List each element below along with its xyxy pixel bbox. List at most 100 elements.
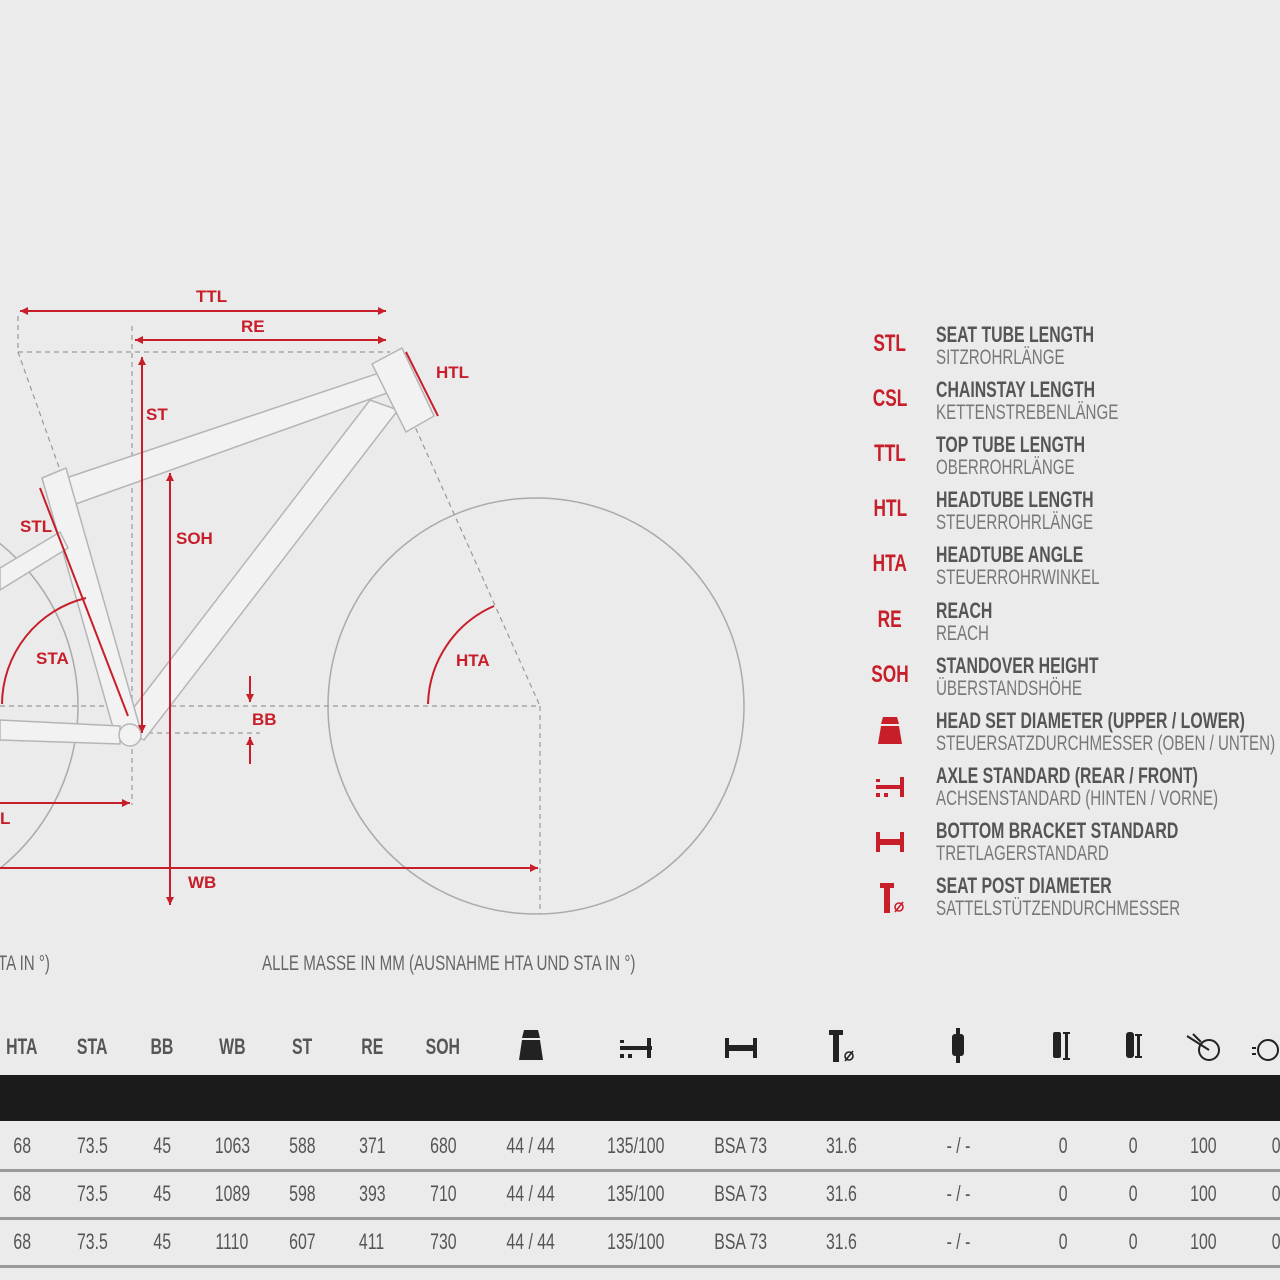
- table-cell: 588: [288, 1133, 316, 1158]
- dimension-lines: [0, 310, 538, 905]
- table-cell: 135/100: [607, 1181, 665, 1206]
- size-header-bar: [0, 1075, 1280, 1121]
- table-cell: 68: [13, 1133, 31, 1158]
- table-cell: 31.6: [825, 1181, 857, 1206]
- table-cell: BSA 73: [714, 1133, 768, 1158]
- table-cell: 44 / 44: [506, 1229, 556, 1254]
- table-cell: 31.6: [825, 1133, 857, 1158]
- seat-tube: [41, 466, 141, 740]
- legend-item-csl: CSL CHAINSTAY LENGTH KETTENSTREBENLÄNGE: [860, 377, 1280, 427]
- col-header-re: RE: [360, 1034, 384, 1059]
- legend-item-hta: HTA HEADTUBE ANGLE STEUERROHRWINKEL: [860, 542, 1280, 592]
- legend-item-headset: HEAD SET DIAMETER (UPPER / LOWER) STEUER…: [860, 708, 1280, 758]
- legend-de: SITZROHRLÄNGE: [936, 346, 1065, 369]
- label-st: ST: [146, 405, 168, 424]
- table-cell: 0: [1058, 1229, 1068, 1254]
- rear-travel-icon: [1126, 1032, 1142, 1058]
- legend-abbr: CSL: [872, 385, 908, 412]
- table-cell: 44 / 44: [506, 1181, 556, 1206]
- table-cell: 45: [153, 1133, 171, 1158]
- label-re: RE: [241, 317, 265, 336]
- table-cell: 0: [1271, 1181, 1280, 1206]
- col-header-bb: BB: [150, 1034, 174, 1059]
- legend-de: KETTENSTREBENLÄNGE: [936, 401, 1119, 424]
- wheel-icon: [1252, 1039, 1279, 1061]
- table-row: 68 73.5 45 1110 607 411 730 44 / 44 135/100 BSA 7…: [0, 1217, 1280, 1268]
- table-cell: 68: [13, 1229, 31, 1254]
- table-cell: 31.6: [825, 1229, 857, 1254]
- label-htl: HTL: [436, 363, 469, 382]
- col-header-hta: HTA: [6, 1034, 38, 1059]
- bottom-bracket-icon: [725, 1038, 757, 1058]
- legend-item-bottom-bracket: BOTTOM BRACKET STANDARD TRETLAGERSTANDAR…: [860, 818, 1280, 868]
- label-hta: HTA: [456, 651, 490, 670]
- legend-en: TOP TUBE LENGTH: [936, 432, 1086, 457]
- table-cell: 73.5: [76, 1133, 108, 1158]
- col-header-wb: WB: [218, 1034, 246, 1059]
- col-header-st: ST: [291, 1034, 313, 1059]
- legend-de: STEUERROHRWINKEL: [936, 566, 1100, 589]
- table-cell: 73.5: [76, 1181, 108, 1206]
- table-cell: 393: [358, 1181, 386, 1206]
- legend-abbr: STL: [873, 330, 907, 357]
- bottom-bracket: [118, 723, 142, 747]
- table-cell: 135/100: [607, 1229, 665, 1254]
- legend-item-stl: STL SEAT TUBE LENGTH SITZROHRLÄNGE: [860, 322, 1280, 372]
- head-tube: [371, 346, 435, 434]
- table-cell: - / -: [946, 1229, 970, 1254]
- table-cell: 73.5: [76, 1229, 108, 1254]
- label-wb: WB: [188, 873, 216, 892]
- wheel-travel-icon: [1186, 1033, 1220, 1061]
- table-row: 68 73.5 45 1063 588 371 680 44 / 44 135/100 BSA 7…: [0, 1121, 1280, 1172]
- table-header: HTA STA BB WB ST RE SOH: [0, 1020, 1280, 1074]
- headset-icon: [519, 1030, 543, 1060]
- legend-abbr: HTA: [872, 550, 908, 577]
- legend-item-ttl: TTL TOP TUBE LENGTH OBERROHRLÄNGE: [860, 432, 1280, 482]
- table-cell: 598: [288, 1181, 316, 1206]
- table-cell: 607: [288, 1229, 316, 1254]
- legend-en: HEADTUBE ANGLE: [936, 542, 1084, 567]
- legend-de: ÜBERSTANDSHÖHE: [936, 677, 1082, 700]
- geometry-diagram: TTL RE HTL ST STL SOH STA HTA BB L WB: [0, 287, 745, 915]
- table-cell: 100: [1189, 1229, 1217, 1254]
- label-soh: SOH: [176, 529, 213, 548]
- table-cell: 0: [1058, 1181, 1068, 1206]
- label-csl-partial: L: [0, 809, 10, 828]
- legend-de: REACH: [936, 622, 989, 645]
- legend-en: HEADTUBE LENGTH: [936, 487, 1094, 512]
- table-cell: 1110: [215, 1229, 249, 1254]
- legend-de: SATTELSTÜTZENDURCHMESSER: [936, 897, 1181, 920]
- legend-de: ACHSENSTANDARD (HINTEN / VORNE): [936, 787, 1218, 810]
- legend-item-axle: AXLE STANDARD (REAR / FRONT) ACHSENSTAND…: [860, 763, 1280, 813]
- legend-item-re: RE REACH REACH: [860, 598, 1280, 648]
- table-row: 68 73.5 45 1089 598 393 710 44 / 44 135/100 BSA 7…: [0, 1169, 1280, 1220]
- table-cell: 44 / 44: [506, 1133, 556, 1158]
- legend-de: STEUERSATZDURCHMESSER (OBEN / UNTEN): [936, 732, 1276, 755]
- legend-abbr: HTL: [873, 495, 907, 522]
- table-cell: 68: [13, 1181, 31, 1206]
- table-cell: 0: [1271, 1133, 1280, 1158]
- legend-de: TRETLAGERSTANDARD: [936, 842, 1109, 865]
- label-sta: STA: [36, 649, 69, 668]
- seat-stay: [0, 530, 69, 591]
- legend-en: HEAD SET DIAMETER (UPPER / LOWER): [936, 708, 1245, 733]
- table-cell: BSA 73: [714, 1181, 768, 1206]
- shock-icon: [952, 1028, 964, 1063]
- table-cell: 135/100: [607, 1133, 665, 1158]
- headset-icon: [878, 717, 902, 744]
- fork-travel-icon: [1053, 1032, 1070, 1060]
- legend-en: SEAT TUBE LENGTH: [936, 322, 1095, 347]
- legend-de: OBERROHRLÄNGE: [936, 456, 1075, 479]
- chain-stay: [0, 719, 121, 745]
- table-cell: 371: [358, 1133, 386, 1158]
- legend-abbr: TTL: [874, 440, 906, 467]
- table-cell: BSA 73: [714, 1229, 768, 1254]
- table-cell: 45: [153, 1229, 171, 1254]
- table-cell: 45: [153, 1181, 171, 1206]
- legend-abbr: RE: [877, 606, 903, 633]
- table-cell: 1063: [214, 1133, 250, 1158]
- col-header-sta: STA: [76, 1034, 108, 1059]
- legend-item-soh: SOH STANDOVER HEIGHT ÜBERSTANDSHÖHE: [860, 653, 1280, 703]
- legend-de: STEUERROHRLÄNGE: [936, 511, 1094, 534]
- table-cell: - / -: [946, 1181, 970, 1206]
